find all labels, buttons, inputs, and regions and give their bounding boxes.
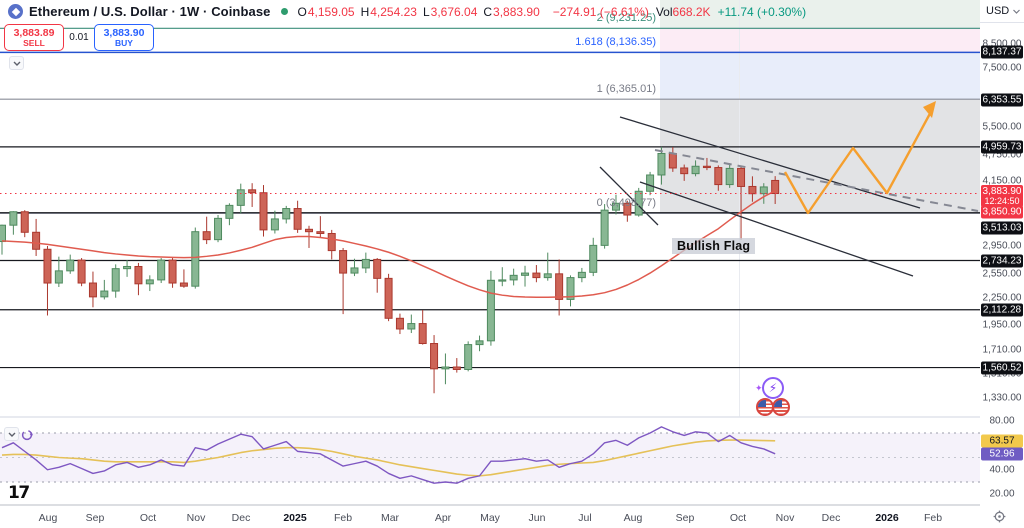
price-scale-label: 4,150.00 [980,175,1024,187]
usa-flag-stickers-icon[interactable] [756,398,790,421]
bar-countdown: 12:24:50 [984,196,1020,206]
ohlc-item: L3,676.04 [422,4,478,19]
time-axis-month-label: Feb [333,512,353,524]
time-axis-month-label: Oct [729,512,747,524]
time-axis-month-label: Sep [675,512,695,524]
trade-widget: 3,883.89 SELL 0.01 3,883.90 BUY [4,24,154,51]
time-axis-month-label: Apr [434,512,452,524]
price-line-label: 6,353.55 [981,93,1023,107]
buy-button[interactable]: 3,883.90 BUY [94,24,154,51]
price-line-label: 1,560.52 [981,361,1023,375]
alert-price-label: 3,850.90 [981,205,1023,219]
price-scale-label: 2,550.00 [980,268,1024,280]
chevron-down-icon [8,432,15,437]
chevron-down-icon [1013,9,1020,14]
time-axis-month-label: May [480,512,500,524]
symbol-title[interactable]: Ethereum / U.S. Dollar · 1W · Coinbase [29,4,271,19]
price-line-label: 3,513.03 [981,221,1023,235]
ohlc-item: O4,159.05 [297,4,355,19]
price-scale-label: 4,750.00 [980,149,1024,161]
price-scale-label: 1,950.00 [980,319,1024,331]
time-axis-year-label: 2026 [875,512,899,524]
price-scale-label: 1,330.00 [980,392,1024,404]
price-scale-label: 2,250.00 [980,292,1024,304]
rsi-value-label: 52.96 [981,447,1023,461]
time-axis[interactable]: Aug Sep Oct Nov Dec 2025 Feb Mar Apr May Jun Jul Aug… [0,506,980,528]
rsi-ma-value-label: 63.57 [981,434,1023,448]
rsi-sync-icon[interactable] [21,428,33,446]
rsi-scale-label: 20.00 [980,488,1024,500]
price-change: −274.91 (−6.61%) [552,4,649,19]
ohlc-item: C3,883.90 [483,4,540,19]
time-axis-month-label: Nov [775,512,795,524]
volume-change: +11.74 (+0.30%) [717,4,807,19]
fib-level-label: 2 (9,231.25) [596,12,656,25]
price-line-label: 4,959.73 [981,140,1023,154]
price-scale-label: 5,500.00 [980,121,1024,133]
sell-button[interactable]: 3,883.89 SELL [4,24,64,51]
ohlc-item: H4,254.23 [360,4,417,19]
chevron-down-icon [13,61,20,66]
symbol-header: Ethereum / U.S. Dollar · 1W · Coinbase O… [8,4,806,19]
time-axis-month-label: Jul [578,512,592,524]
fib-level-label: 1 (6,365.01) [596,83,656,96]
price-scale-label: 1,710.00 [980,344,1024,356]
time-axis-month-label: Aug [623,512,643,524]
lightning-sticker-icon[interactable]: ⚡ ✦ [755,377,784,399]
rsi-scale-label: 40.00 [980,464,1024,476]
price-scale-label: 8,500.00 [980,38,1024,50]
time-axis-month-label: Dec [821,512,841,524]
time-axis-month-label: Oct [139,512,157,524]
volume-label: Vol [655,4,673,19]
price-scale-label: 7,500.00 [980,62,1024,74]
exchange-label: Coinbase [211,4,271,19]
spread-value: 0.01 [69,32,89,43]
price-axis[interactable]: USD 8,500.00 7,500.00 5,500.00 4,750.00 4,15… [980,0,1024,528]
time-axis-month-label: Dec [231,512,251,524]
ohlc-values: O4,159.05 H4,254.23 L3,676.04 C3,883.90 −27… [298,5,807,19]
time-axis-month-label: Mar [380,512,400,524]
rsi-scale-label: 80.00 [980,415,1024,427]
interval-label: 1W [179,4,200,19]
last-price-label: 3,883.90 12:24:50 [981,185,1023,207]
tradingview-logo: 17 [8,483,30,503]
time-axis-month-label: Aug [38,512,58,524]
volume-value: 668.2K [672,4,711,19]
price-line-label: 2,112.28 [981,303,1023,317]
rsi-pane-collapse-button[interactable] [4,427,19,441]
price-scale-label: 2,950.00 [980,240,1024,252]
main-pane-collapse-button[interactable] [9,56,24,70]
bullish-flag-annotation[interactable]: Bullish Flag [672,238,756,254]
fib-level-label: 0 (3,498.77) [596,197,656,210]
currency-label: USD [986,5,1010,17]
time-axis-year-label: 2025 [283,512,307,524]
fib-level-label: 1.618 (8,136.35) [575,36,656,49]
ethereum-logo-icon [8,4,23,19]
time-axis-month-label: Jun [528,512,546,524]
currency-selector[interactable]: USD [980,0,1024,23]
time-axis-month-label: Sep [85,512,105,524]
price-line-label: 2,734.23 [981,254,1023,267]
time-axis-month-label: Nov [186,512,206,524]
settings-gear-icon[interactable] [993,510,1006,528]
price-line-label: 8,137.37 [981,45,1023,59]
time-axis-month-label: Feb [923,512,943,524]
market-status-icon [280,8,288,15]
